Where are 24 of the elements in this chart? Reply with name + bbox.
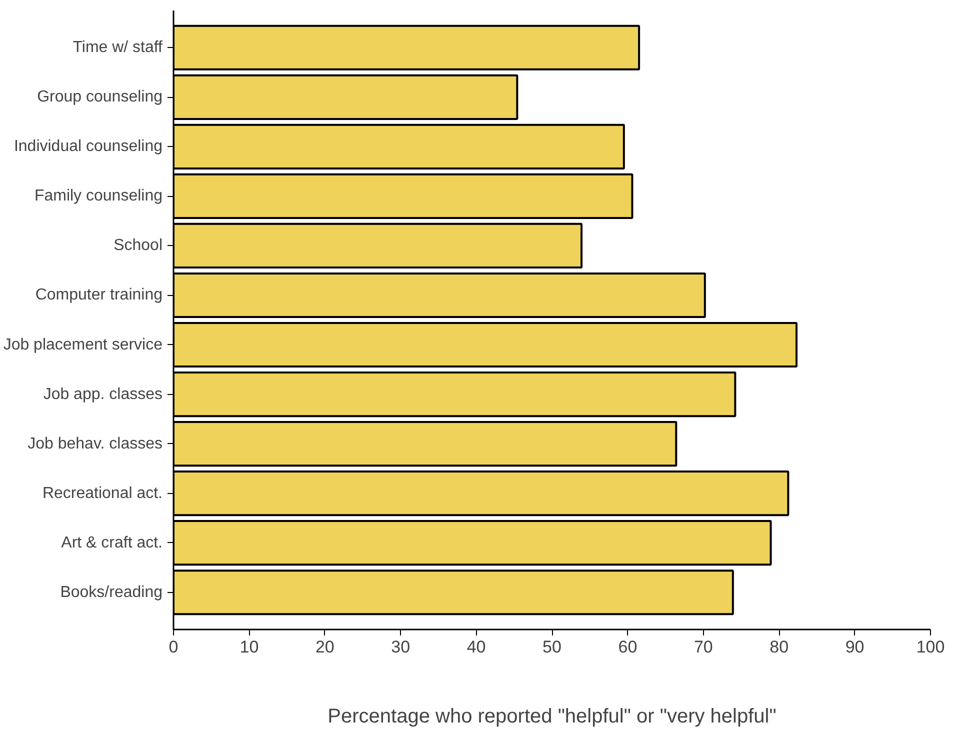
x-tick-label: 90 [845,638,864,656]
y-tick-label: Family counseling [34,188,163,205]
y-tick-label: Job placement service [3,336,163,354]
y-tick-label: Computer training [35,286,162,304]
x-tick-label: 30 [391,638,410,656]
y-tick-label: Art & craft act. [61,534,162,552]
y-tick-label: Job app. classes [43,386,163,403]
x-tick-label: 80 [770,638,789,656]
x-axis-title: Percentage who reported "helpful" or "very helpful" [328,706,776,728]
x-tick-label: 40 [466,638,486,656]
y-tick-label: Individual counseling [14,138,162,156]
y-tick-label: Recreational act. [42,484,162,502]
y-tick-label: Group counseling [37,88,163,106]
y-tick-label: School [114,237,162,254]
x-tick-label: 0 [168,638,178,656]
x-tick-label: 70 [694,638,713,656]
x-tick-label: 50 [542,638,562,656]
y-tick-label: Job behav. classes [28,435,162,452]
x-tick-label: 10 [240,638,259,656]
y-tick-label: Books/reading [60,584,163,601]
x-tick-label: 20 [315,638,334,656]
x-tick-label: 100 [916,638,945,656]
x-tick-label: 60 [618,638,638,656]
y-tick-label: Time w/ staff [72,39,164,56]
